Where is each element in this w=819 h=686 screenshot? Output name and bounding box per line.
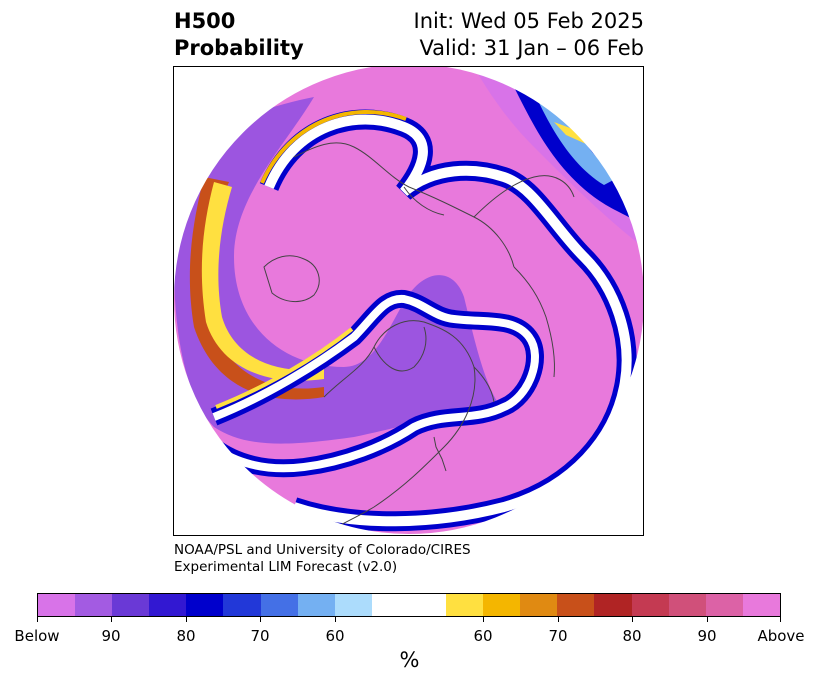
colorbar-tick	[632, 617, 633, 622]
colorbar-segment	[260, 594, 298, 616]
colorbar-segment	[705, 594, 743, 616]
colorbar-segment	[594, 594, 632, 616]
colorbar-tick	[780, 617, 781, 622]
colorbar-tick-label: 60	[325, 627, 345, 645]
credit-line-1: NOAA/PSL and University of Colorado/CIRE…	[174, 542, 471, 558]
colorbar-segment	[38, 594, 76, 616]
colorbar-segment	[112, 594, 150, 616]
colorbar-ticks: Below 90 80 70 60 60 70 80 90 Above	[14, 617, 805, 645]
probability-field	[174, 67, 643, 535]
colorbar-tick-label: 90	[697, 627, 717, 645]
probability-map	[173, 66, 644, 536]
probability-colorbar	[37, 593, 781, 617]
colorbar-tick-label: 70	[548, 627, 568, 645]
colorbar-tick-label: 70	[250, 627, 270, 645]
title-variable: H500	[174, 9, 236, 33]
colorbar-tick	[111, 617, 112, 622]
colorbar-segment	[446, 594, 484, 616]
map-title: H500 Probability	[174, 8, 304, 62]
colorbar-tick	[483, 617, 484, 622]
inner-warm-edge	[215, 327, 354, 409]
colorbar-unit-label: %	[399, 648, 420, 672]
forecast-dates: Init: Wed 05 Feb 2025 Valid: 31 Jan – 06…	[414, 8, 644, 62]
colorbar-segment	[223, 594, 261, 616]
colorbar-segment	[557, 594, 595, 616]
warm-band-west-inner	[201, 182, 324, 381]
colorbar-tick	[186, 617, 187, 622]
colorbar-tick-label: 90	[101, 627, 121, 645]
colorbar-tick-label: 60	[473, 627, 493, 645]
credit-line-2: Experimental LIM Forecast (v2.0)	[174, 559, 398, 575]
colorbar-segment	[149, 594, 187, 616]
colorbar-tick	[335, 617, 336, 622]
colorbar-tick	[558, 617, 559, 622]
colorbar-segment	[668, 594, 706, 616]
colorbar-tick	[37, 617, 38, 622]
valid-range: Valid: 31 Jan – 06 Feb	[419, 36, 644, 60]
colorbar-segment	[631, 594, 669, 616]
colorbar-tick-label: Below	[14, 627, 60, 645]
colorbar-tick-label: Above	[757, 627, 805, 645]
colorbar-segment	[297, 594, 335, 616]
colorbar-tick	[260, 617, 261, 622]
colorbar-tick-label: 80	[176, 627, 196, 645]
init-date: Init: Wed 05 Feb 2025	[413, 9, 644, 33]
colorbar-tick	[707, 617, 708, 622]
warm-edge-north	[260, 110, 407, 184]
colorbar-segment	[520, 594, 558, 616]
title-type: Probability	[174, 36, 304, 60]
colorbar-segment	[371, 594, 447, 616]
data-credit: NOAA/PSL and University of Colorado/CIRE…	[174, 542, 471, 576]
colorbar-segment	[483, 594, 521, 616]
colorbar-segment	[75, 594, 113, 616]
polar-map-svg	[174, 67, 643, 535]
colorbar-tick-label: 80	[622, 627, 642, 645]
neutral-contour-core	[264, 114, 632, 527]
colorbar-segment	[186, 594, 224, 616]
warm-band-west	[189, 177, 324, 400]
colorbar-segment	[742, 594, 780, 616]
colorbar-segment	[334, 594, 372, 616]
inner-neutral-core	[211, 294, 539, 473]
